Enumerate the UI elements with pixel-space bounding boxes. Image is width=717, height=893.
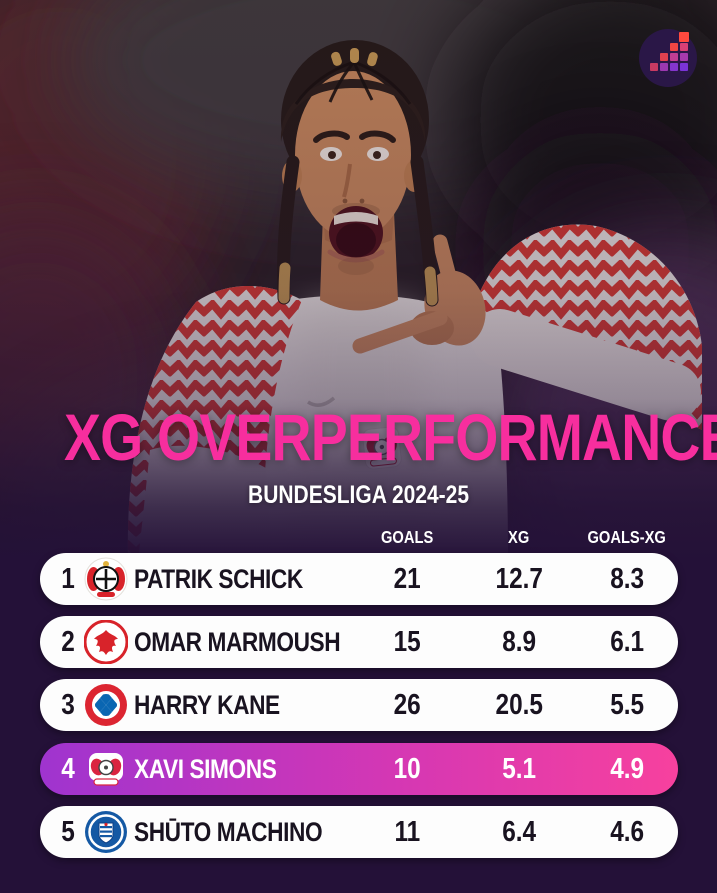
club-crest-eintracht-frankfurt — [84, 620, 128, 664]
player-name: SHŪTO MACHINO — [134, 817, 323, 847]
club-crest-rb-leipzig — [84, 747, 128, 791]
club-crest-bayern-munchen — [84, 683, 128, 727]
rank-number: 5 — [61, 816, 75, 848]
table-row: 5 SHŪTO MACHINO 11 6.4 4.6 — [40, 806, 678, 858]
goals-value: 11 — [394, 816, 420, 848]
rank-number: 3 — [61, 689, 75, 721]
column-header-xg: XG — [508, 527, 530, 547]
player-name: OMAR MARMOUSH — [134, 627, 341, 657]
page-subtitle: BUNDESLIGA 2024-25 — [248, 481, 469, 509]
goals-minus-xg-value: 4.9 — [610, 753, 644, 785]
xg-value: 5.1 — [502, 753, 536, 785]
xg-value: 20.5 — [495, 689, 543, 721]
xg-value: 6.4 — [502, 816, 536, 848]
club-crest-bayer-leverkusen — [84, 557, 128, 601]
goals-minus-xg-value: 4.6 — [610, 816, 644, 848]
player-name: PATRIK SCHICK — [134, 564, 303, 594]
goals-value: 10 — [393, 753, 421, 785]
column-header-goals-minus-xg: GOALS-XG — [587, 527, 667, 547]
xg-value: 12.7 — [495, 563, 543, 595]
table-row: 2 OMAR MARMOUSH 15 8.9 6.1 — [40, 616, 678, 668]
page-title: XG OVERPERFORMANCE — [63, 400, 717, 474]
photo-bottom-fade — [0, 290, 717, 562]
rank-number: 2 — [61, 626, 75, 658]
goals-value: 15 — [393, 626, 421, 658]
table-row-highlighted: 4 XAVI SIMONS 10 5.1 4.9 — [40, 743, 678, 795]
xg-value: 8.9 — [502, 626, 536, 658]
rising-bars-logo — [637, 27, 699, 89]
player-name: HARRY KANE — [134, 690, 280, 720]
goals-value: 26 — [393, 689, 421, 721]
club-crest-holstein-kiel — [84, 810, 128, 854]
table-row: 3 HARRY — [40, 679, 678, 731]
goals-minus-xg-value: 6.1 — [610, 626, 644, 658]
goals-minus-xg-value: 8.3 — [610, 563, 644, 595]
rank-number: 4 — [61, 753, 75, 785]
goals-value: 21 — [393, 563, 421, 595]
rank-number: 1 — [61, 563, 75, 595]
goals-minus-xg-value: 5.5 — [610, 689, 644, 721]
player-name: XAVI SIMONS — [134, 754, 277, 784]
column-header-goals: GOALS — [380, 527, 434, 547]
table-row: 1 PATRIK SCHICK 21 12.7 8.3 — [40, 553, 678, 605]
